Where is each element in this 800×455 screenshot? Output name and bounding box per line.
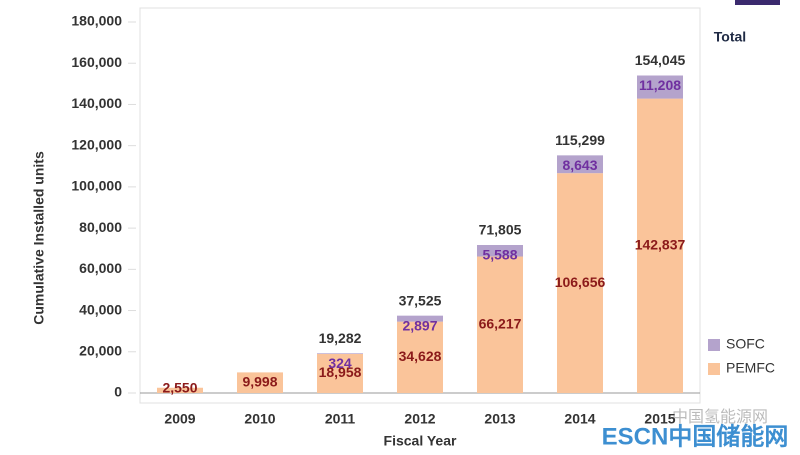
x-tick-label: 2015 [644,411,675,427]
total-label: 71,805 [479,222,522,238]
legend-label: PEMFC [726,360,775,376]
y-tick-label: 0 [114,384,122,400]
total-label: 115,299 [555,132,605,148]
x-tick-label: 2013 [484,411,515,427]
legend-swatch [708,339,720,351]
watermark: ESCN中国储能网 [602,422,789,450]
bar-segment [637,75,683,99]
total-label: 19,282 [319,330,362,346]
data-label: 8,643 [562,157,597,173]
legend-swatch [708,363,720,375]
corner-decor [735,0,780,5]
total-label: 154,045 [635,52,686,68]
bar-segment [557,173,603,393]
bar-segment [237,372,283,393]
bar-segment [397,315,443,322]
x-axis-title: Fiscal Year [384,433,457,449]
total-label: 37,525 [399,292,442,308]
y-tick-label: 60,000 [79,260,122,276]
y-tick-label: 20,000 [79,342,122,358]
x-tick-label: 2012 [404,411,435,427]
y-tick-label: 160,000 [71,54,122,70]
legend-label: SOFC [726,336,765,352]
data-label: 142,837 [635,237,686,253]
data-label: 34,628 [399,348,442,364]
data-label: 9,998 [242,373,277,389]
bar-segment [477,245,523,257]
x-tick-label: 2010 [244,411,275,427]
y-tick-label: 180,000 [71,13,122,29]
x-tick-label: 2009 [164,411,195,427]
data-label: 2,897 [402,317,437,333]
data-label: 106,656 [555,274,606,290]
data-label: 324 [328,355,352,371]
y-tick-label: 120,000 [71,136,122,152]
y-tick-label: 40,000 [79,301,122,317]
total-label: Total [714,29,746,45]
data-label: 5,588 [482,247,517,263]
data-label: 11,208 [639,77,681,93]
data-label: 2,550 [162,380,197,396]
bar-segment [317,353,363,393]
bar-segment [157,387,203,393]
bar-segment [477,256,523,393]
bar-segment [317,353,363,354]
y-tick-label: 80,000 [79,219,122,235]
x-tick-label: 2014 [564,411,595,427]
bar-segment [557,155,603,174]
data-label: 66,217 [479,315,522,331]
watermark: 中国氢能源网 [672,408,768,426]
bar-segment [397,321,443,393]
y-axis-title: Cumulative Installed units [31,151,47,325]
x-tick-label: 2011 [325,411,356,427]
bar-segment [637,98,683,393]
data-label: 18,958 [319,364,362,380]
y-tick-label: 140,000 [71,95,122,111]
y-tick-label: 100,000 [71,178,122,194]
